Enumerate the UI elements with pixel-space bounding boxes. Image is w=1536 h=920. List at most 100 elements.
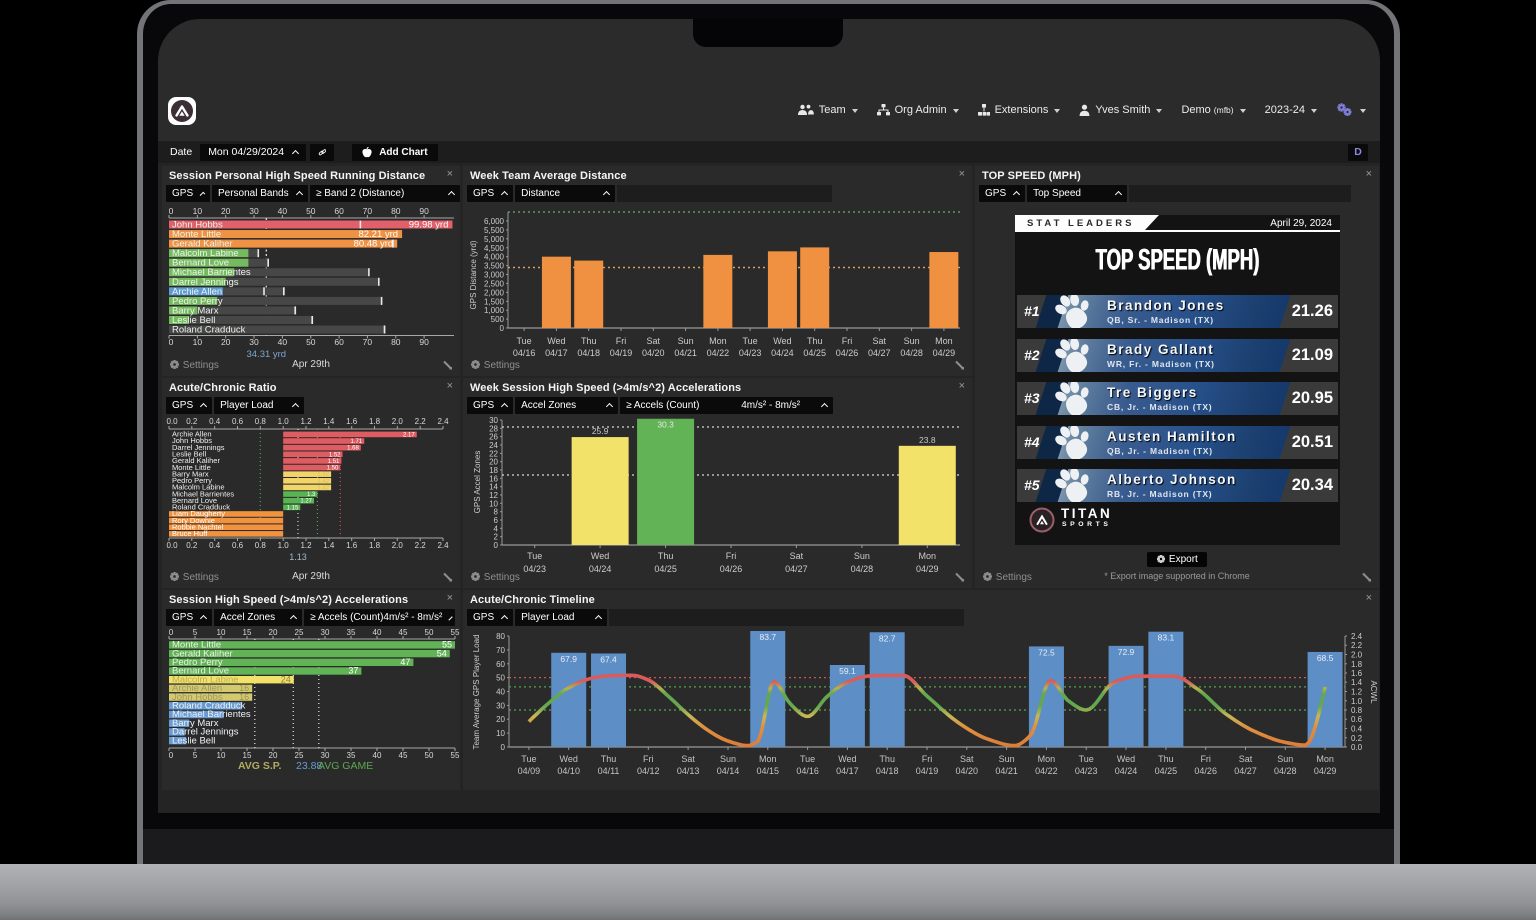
svg-text:50: 50 (425, 751, 434, 760)
svg-text:Gerald Kaliher: Gerald Kaliher (172, 648, 233, 659)
svg-text:5,500: 5,500 (484, 226, 505, 235)
svg-text:14: 14 (489, 483, 498, 492)
svg-text:Tue: Tue (800, 754, 815, 764)
svg-text:99.98 yrd: 99.98 yrd (409, 220, 449, 231)
svg-text:0: 0 (169, 751, 174, 760)
svg-text:5: 5 (193, 751, 198, 760)
svg-text:18: 18 (489, 466, 498, 475)
svg-text:Rory Downie: Rory Downie (172, 516, 215, 525)
svg-text:1.8: 1.8 (1351, 660, 1363, 669)
svg-text:Wed: Wed (560, 754, 578, 764)
svg-text:Monte Little: Monte Little (172, 229, 221, 240)
svg-text:1.3: 1.3 (307, 492, 316, 498)
svg-text:20: 20 (489, 458, 498, 467)
svg-text:59.1: 59.1 (839, 666, 856, 676)
svg-text:04/15: 04/15 (757, 766, 780, 776)
svg-text:8: 8 (494, 508, 499, 517)
svg-text:Fri: Fri (922, 754, 933, 764)
svg-text:Mon: Mon (1316, 754, 1334, 764)
svg-text:04/26: 04/26 (836, 348, 859, 358)
svg-text:47: 47 (400, 657, 410, 667)
svg-text:Malcolm Labine: Malcolm Labine (172, 674, 239, 685)
svg-text:Pedro Perry: Pedro Perry (172, 296, 223, 307)
svg-text:1.8: 1.8 (369, 417, 381, 426)
svg-text:1.4: 1.4 (323, 417, 335, 426)
svg-text:Monte Little: Monte Little (172, 463, 211, 472)
svg-text:20: 20 (269, 628, 278, 637)
svg-text:20: 20 (221, 337, 231, 347)
svg-text:Thu: Thu (1158, 754, 1174, 764)
svg-text:Thu: Thu (807, 336, 823, 346)
svg-text:83.1: 83.1 (1158, 633, 1175, 643)
svg-text:04/26: 04/26 (1194, 766, 1217, 776)
svg-text:04/14: 04/14 (717, 766, 740, 776)
svg-text:Thu: Thu (601, 754, 617, 764)
svg-text:30: 30 (321, 751, 330, 760)
svg-text:1.68: 1.68 (347, 446, 359, 452)
svg-text:50: 50 (306, 337, 316, 347)
svg-text:30: 30 (249, 206, 259, 216)
svg-text:04/23: 04/23 (523, 564, 546, 574)
svg-text:60: 60 (334, 206, 344, 216)
svg-text:John Hobbs: John Hobbs (172, 220, 223, 231)
svg-text:Sun: Sun (904, 336, 920, 346)
svg-text:30: 30 (249, 337, 259, 347)
svg-text:0.8: 0.8 (255, 541, 267, 550)
svg-text:72.5: 72.5 (1038, 647, 1055, 657)
svg-text:10: 10 (217, 751, 226, 760)
svg-text:500: 500 (491, 315, 505, 324)
svg-text:04/28: 04/28 (851, 564, 874, 574)
svg-text:82.21 yrd: 82.21 yrd (358, 229, 398, 240)
svg-text:20: 20 (496, 715, 505, 724)
svg-text:4: 4 (494, 524, 499, 533)
svg-text:40: 40 (373, 628, 382, 637)
svg-text:Malcolm Labine: Malcolm Labine (172, 483, 225, 492)
svg-text:10: 10 (217, 628, 226, 637)
svg-text:04/18: 04/18 (577, 348, 600, 358)
svg-text:Bernard Love: Bernard Love (172, 666, 229, 677)
svg-text:Sat: Sat (790, 551, 804, 561)
svg-text:Mon: Mon (1038, 754, 1056, 764)
svg-text:35: 35 (347, 628, 356, 637)
svg-text:04/16: 04/16 (513, 348, 536, 358)
svg-text:Tue: Tue (527, 551, 542, 561)
svg-text:0: 0 (169, 206, 174, 216)
svg-text:04/27: 04/27 (868, 348, 891, 358)
svg-text:0.4: 0.4 (209, 417, 221, 426)
svg-text:55: 55 (442, 640, 452, 650)
svg-text:AVG GAME: AVG GAME (318, 760, 373, 772)
svg-text:Archie Allen: Archie Allen (172, 286, 222, 297)
svg-text:5: 5 (193, 628, 198, 637)
svg-text:1.52: 1.52 (329, 452, 341, 458)
svg-text:1.2: 1.2 (300, 417, 312, 426)
svg-text:Sun: Sun (720, 754, 736, 764)
svg-text:1,000: 1,000 (484, 306, 505, 315)
svg-text:1.0: 1.0 (1351, 697, 1363, 706)
svg-text:2.0: 2.0 (1351, 651, 1363, 660)
svg-text:70: 70 (363, 337, 373, 347)
svg-text:Roland Cradduck: Roland Cradduck (172, 701, 246, 712)
svg-text:04/18: 04/18 (876, 766, 899, 776)
svg-text:1.2: 1.2 (300, 541, 312, 550)
svg-text:Thu: Thu (658, 551, 674, 561)
svg-text:67.9: 67.9 (560, 654, 577, 664)
svg-text:0.6: 0.6 (232, 417, 244, 426)
svg-text:1.6: 1.6 (346, 541, 358, 550)
svg-text:04/25: 04/25 (1155, 766, 1178, 776)
svg-text:04/20: 04/20 (956, 766, 979, 776)
svg-text:50: 50 (496, 674, 505, 683)
svg-text:Barry Marx: Barry Marx (172, 469, 209, 478)
svg-text:3,000: 3,000 (484, 271, 505, 280)
svg-text:04/17: 04/17 (836, 766, 859, 776)
svg-text:Tue: Tue (517, 336, 532, 346)
svg-text:25: 25 (295, 628, 304, 637)
svg-text:60: 60 (334, 337, 344, 347)
svg-text:Liam Daugherty: Liam Daugherty (172, 509, 225, 518)
svg-text:04/21: 04/21 (674, 348, 697, 358)
svg-text:10: 10 (496, 729, 505, 738)
svg-text:1.0: 1.0 (278, 541, 290, 550)
svg-text:1.8: 1.8 (369, 541, 381, 550)
svg-text:Mon: Mon (935, 336, 953, 346)
svg-text:Wed: Wed (773, 336, 791, 346)
svg-text:2.2: 2.2 (415, 541, 427, 550)
